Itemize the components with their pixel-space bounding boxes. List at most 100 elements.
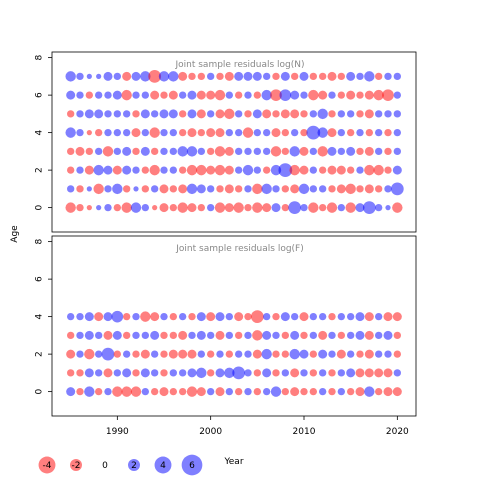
residual-bubble	[76, 350, 84, 358]
residual-bubble	[112, 165, 122, 175]
residual-bubble	[187, 203, 197, 213]
residual-bubble	[272, 72, 280, 81]
residual-bubble	[309, 350, 317, 358]
residual-bubble	[151, 147, 159, 156]
residual-bubble	[364, 368, 374, 378]
residual-bubble	[392, 387, 402, 397]
y-tick-label: 8	[35, 238, 45, 244]
residual-bubble	[216, 185, 224, 193]
residual-bubble	[288, 201, 302, 214]
residual-bubble	[309, 331, 317, 340]
residual-bubble	[384, 72, 392, 81]
residual-bubble	[148, 70, 162, 83]
residual-bubble	[263, 312, 271, 321]
residual-bubble	[263, 387, 271, 396]
residual-bubble	[95, 91, 103, 99]
residual-bubble	[253, 147, 261, 156]
residual-bubble	[140, 311, 151, 322]
residual-bubble	[159, 203, 169, 213]
residual-bubble	[132, 110, 140, 118]
y-tick-label: 6	[35, 276, 45, 282]
residual-bubble	[383, 368, 393, 378]
residual-bubble	[383, 330, 393, 340]
residual-bubble	[232, 366, 246, 380]
residual-bubble	[140, 146, 150, 156]
residual-bubble	[225, 312, 233, 321]
residual-bubble	[141, 185, 149, 193]
residual-bubble	[216, 72, 224, 81]
residual-bubble	[67, 369, 75, 377]
residual-bubble	[244, 110, 252, 118]
residual-bubble	[337, 369, 345, 377]
residual-bubble	[215, 312, 225, 322]
residual-bubble	[158, 71, 170, 82]
residual-bubble	[187, 109, 197, 119]
residual-bubble	[104, 387, 112, 396]
residual-bubble	[392, 202, 403, 213]
residual-bubble	[224, 203, 234, 213]
residual-bubble	[309, 147, 317, 156]
residual-bubble	[123, 350, 131, 358]
residual-bubble	[375, 128, 383, 137]
residual-bubble	[393, 350, 401, 358]
residual-bubble	[299, 312, 309, 322]
residual-bubble	[347, 331, 355, 340]
residual-bubble	[112, 330, 122, 340]
residual-bubble	[347, 350, 355, 358]
residual-bubble	[225, 91, 233, 99]
legend-label: -2	[72, 461, 81, 471]
residual-bubble	[207, 110, 215, 118]
residual-bubble	[281, 369, 289, 377]
residual-bubble	[281, 331, 289, 340]
residual-bubble	[84, 386, 95, 397]
residual-bubble	[252, 330, 263, 341]
residual-bubble	[214, 164, 226, 176]
residual-bubble	[235, 166, 243, 174]
residual-bubble	[364, 184, 374, 194]
residual-bubble	[263, 166, 271, 174]
residual-bubble	[206, 128, 216, 138]
residual-bubble	[393, 331, 401, 340]
residual-bubble	[141, 203, 149, 212]
residual-bubble	[253, 369, 261, 377]
residual-bubble	[337, 312, 345, 321]
residual-bubble	[169, 387, 177, 396]
residual-bubble	[262, 330, 272, 340]
residual-bubble	[112, 183, 123, 195]
residual-bubble	[328, 369, 336, 377]
residual-bubble	[179, 312, 187, 321]
residual-bubble	[272, 369, 280, 377]
residual-bubble	[328, 312, 336, 321]
residual-bubble	[141, 331, 149, 340]
residual-bubble	[121, 89, 132, 101]
residual-bubble	[384, 110, 392, 118]
y-axis-title: Age	[10, 225, 20, 243]
residual-bubble	[132, 331, 140, 340]
residual-bubble	[346, 71, 356, 81]
residual-bubble	[263, 128, 271, 137]
residual-bubble	[375, 185, 383, 193]
legend-bubble	[154, 456, 172, 474]
residual-bubble	[244, 185, 252, 193]
residual-bubble	[65, 71, 76, 82]
panel-log-n: Joint sample residuals log(N) 0 2 4 6 8	[35, 51, 417, 233]
residual-bubble	[393, 128, 401, 137]
residual-bubble	[272, 110, 280, 118]
residual-bubble	[373, 89, 384, 101]
residual-bubble	[393, 91, 401, 99]
residual-bubble	[281, 185, 289, 193]
residual-bubble	[328, 350, 336, 358]
residual-bubble	[242, 164, 254, 176]
residual-bubble	[95, 331, 103, 340]
residual-bubble	[196, 164, 207, 176]
residual-bubble	[149, 127, 160, 138]
residual-bubble	[253, 128, 261, 137]
residual-bubble	[84, 165, 94, 175]
residual-bubble	[130, 202, 142, 213]
residual-bubble	[95, 350, 103, 358]
residual-bubble	[103, 368, 113, 378]
residual-bubble	[159, 387, 169, 397]
residual-bubble	[347, 312, 355, 321]
residual-bubble	[299, 71, 309, 81]
legend-label: 6	[189, 461, 195, 471]
